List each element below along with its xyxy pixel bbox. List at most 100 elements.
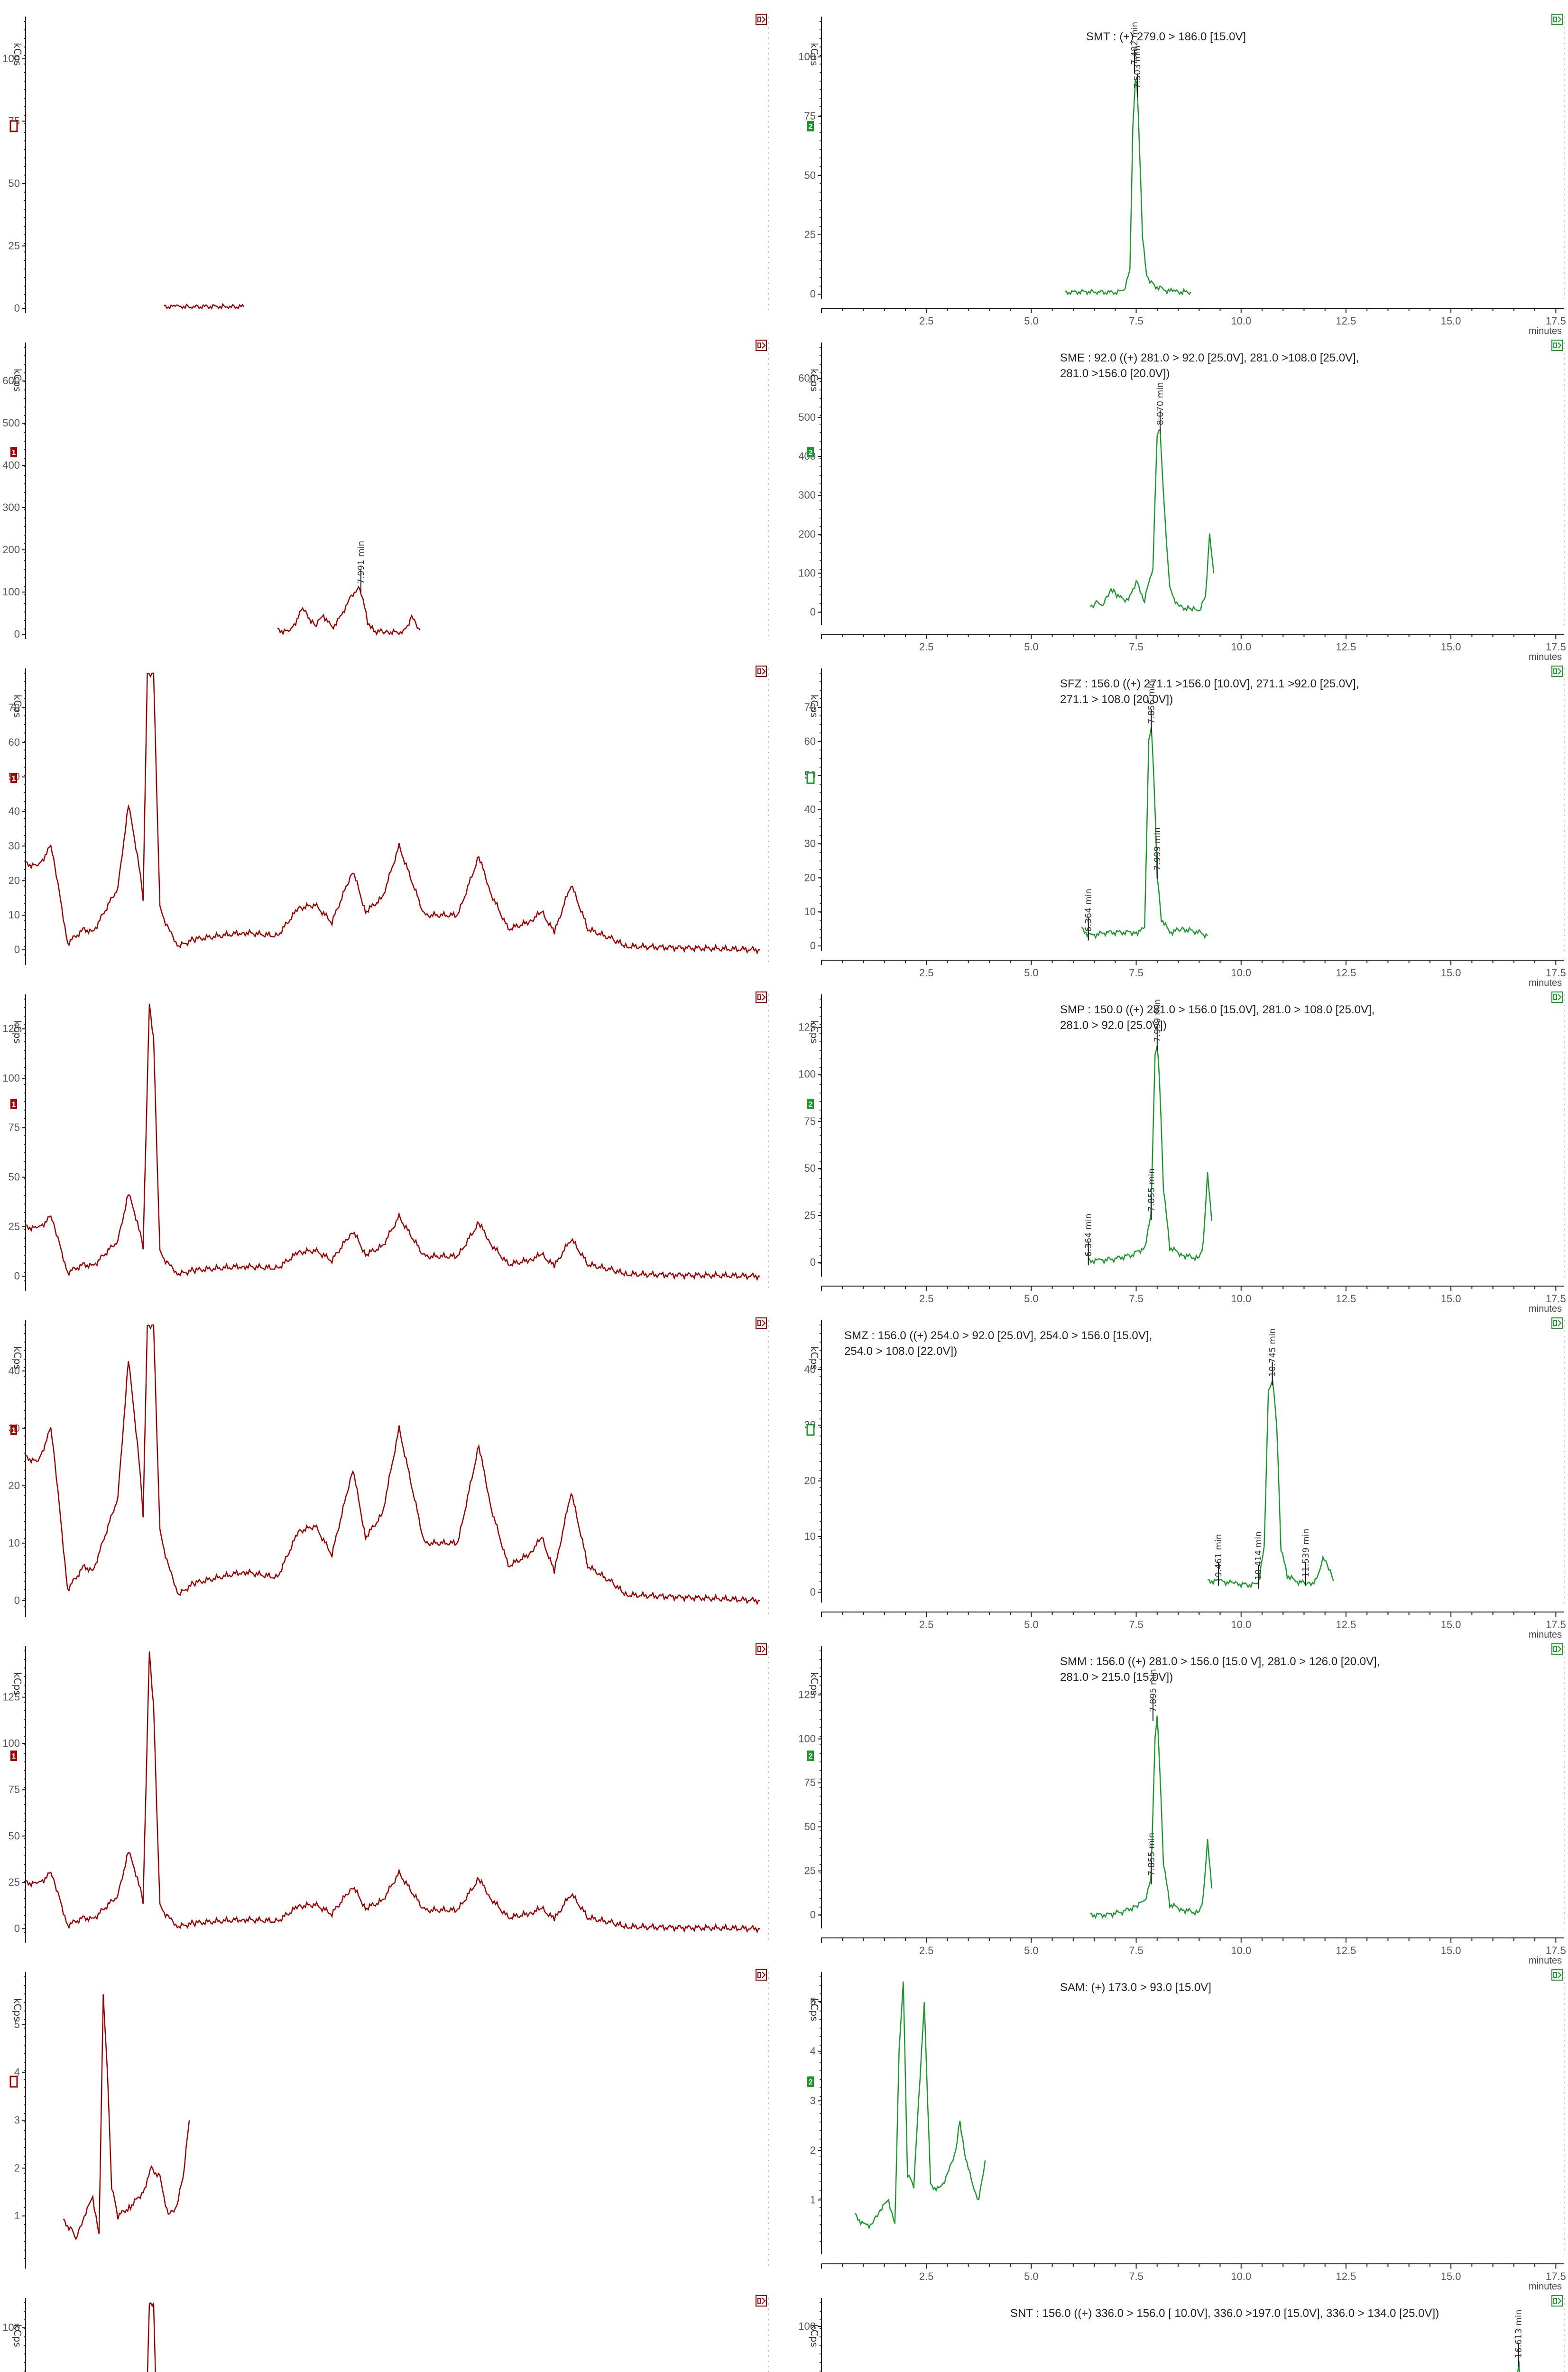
peak-label: 11.539 min	[1301, 1529, 1311, 1577]
trace-line	[277, 585, 421, 636]
y-tick-label: 0	[14, 1594, 20, 1606]
y-unit-label: kCps	[12, 1020, 23, 1044]
peak-label: 6.364 min	[1084, 889, 1094, 932]
x-unit-label: minutes	[1529, 978, 1562, 988]
trace-badge-icon[interactable]	[807, 121, 814, 131]
peak-label: 7.999 min	[1153, 827, 1162, 871]
peak-label: 7.999 min	[1153, 999, 1162, 1042]
trace-badge-icon[interactable]	[807, 2076, 814, 2087]
trace-badge-icon[interactable]	[10, 773, 17, 783]
trace-line	[147, 2302, 156, 2372]
transition-title-line2: 254.0 > 108.0 [22.0V])	[844, 1345, 957, 1358]
y-unit-label: kCps	[809, 1020, 820, 1044]
trace-badge-icon[interactable]	[10, 447, 17, 457]
y-tick-label: 70	[804, 701, 816, 713]
trace-badge-icon[interactable]	[9, 120, 18, 132]
y-unit-label: kCps	[809, 1346, 820, 1370]
y-tick-label: 40	[804, 804, 816, 815]
y-tick-label: 0	[810, 1909, 816, 1920]
svg-text:1: 1	[12, 1752, 16, 1760]
trace-line	[25, 672, 760, 955]
x-unit-label: minutes	[1529, 652, 1562, 662]
x-tick-label: 7.5	[1129, 315, 1144, 327]
trace-badge-icon[interactable]	[9, 2076, 18, 2088]
trace-badge-icon[interactable]	[807, 1751, 814, 1761]
trace-badge-icon[interactable]	[806, 772, 815, 784]
chromatogram-row3-left: 010203040506070kCps1	[0, 652, 783, 978]
x-tick-label: 5.0	[1024, 641, 1039, 653]
y-unit-label: kCps	[12, 43, 23, 66]
y-tick-label: 100	[798, 1733, 816, 1744]
svg-text:1: 1	[12, 449, 16, 457]
svg-text:2: 2	[809, 123, 813, 131]
x-tick-label: 15.0	[1441, 1945, 1461, 1956]
transition-title: SMM : 156.0 ((+) 281.0 > 156.0 [15.0 V],…	[1060, 1655, 1380, 1668]
y-tick-label: 100	[798, 1068, 816, 1080]
y-tick-label: 30	[804, 837, 816, 849]
x-tick-label: 2.5	[919, 641, 934, 653]
y-tick-label: 60	[804, 735, 816, 747]
y-tick-label: 500	[2, 417, 20, 429]
y-tick-label: 25	[804, 1865, 816, 1877]
x-tick-label: 10.0	[1231, 2270, 1251, 2282]
y-tick-label: 70	[9, 702, 20, 713]
y-tick-label: 0	[810, 1586, 816, 1598]
y-unit-label: kCps	[12, 2324, 23, 2347]
y-tick-label: 1	[810, 2194, 816, 2205]
y-unit-label: kCps	[809, 2324, 820, 2347]
x-tick-label: 2.5	[919, 1293, 934, 1305]
y-unit-label: kCps	[12, 369, 23, 392]
y-tick-label: 4	[14, 2066, 20, 2078]
trace-badge-icon[interactable]	[807, 1099, 814, 1109]
trace-badge-icon[interactable]	[806, 1424, 815, 1436]
x-tick-label: 5.0	[1024, 1293, 1039, 1305]
chromatogram-row6-left: 0 25 50 75 100 125 kCps 1	[0, 1630, 783, 1955]
y-tick-label: 2	[14, 2162, 20, 2174]
trace-line	[1207, 1380, 1334, 1589]
x-tick-label: 12.5	[1336, 641, 1356, 653]
x-tick-label: 12.5	[1336, 1945, 1356, 1956]
y-tick-label: 300	[798, 489, 816, 501]
x-tick-label: 7.5	[1129, 1293, 1144, 1305]
y-tick-label: 5	[14, 2019, 20, 2030]
x-tick-label: 12.5	[1336, 2270, 1356, 2282]
x-tick-label: 2.5	[919, 1619, 934, 1631]
y-tick-label: 50	[9, 1830, 20, 1842]
transition-title: SFZ : 156.0 ((+) 271.1 >156.0 [10.0V], 2…	[1060, 677, 1359, 690]
y-tick-label: 100	[2, 53, 20, 65]
y-tick-label: 50	[804, 1162, 816, 1174]
x-tick-label: 7.5	[1129, 1945, 1144, 1956]
peak-label: 7.855 min	[1146, 1168, 1156, 1212]
x-tick-label: 15.0	[1441, 2270, 1461, 2282]
x-tick-label: 15.0	[1441, 1619, 1461, 1631]
chromatogram-row5-right: 010203040kCps2.55.07.510.012.515.017.5mi…	[804, 1304, 1568, 1640]
trace-line	[164, 303, 245, 310]
y-unit-label: kCps	[809, 695, 820, 718]
x-tick-label: 17.5	[1546, 967, 1566, 979]
transition-title: SNT : 156.0 ((+) 336.0 > 156.0 [ 10.0V],…	[1010, 2307, 1439, 2320]
y-tick-label: 0	[14, 628, 20, 640]
peak-label: 10.414 min	[1254, 1531, 1264, 1580]
y-tick-label: 0	[14, 1922, 20, 1934]
trace-badge-icon[interactable]	[10, 1425, 17, 1435]
y-tick-label: 60	[9, 736, 20, 748]
y-tick-label: 50	[804, 169, 816, 181]
chromatogram-row4-left: 0 25 50 75 100 125 kCps 1	[0, 978, 783, 1304]
x-tick-label: 2.5	[919, 1945, 934, 1956]
x-tick-label: 17.5	[1546, 1619, 1566, 1631]
y-tick-label: 50	[9, 1171, 20, 1183]
y-tick-label: 25	[9, 1876, 20, 1888]
trace-badge-icon[interactable]	[10, 1751, 17, 1761]
trace-badge-icon[interactable]	[10, 1099, 17, 1109]
y-unit-label: kCps	[12, 695, 23, 718]
y-tick-label: 40	[9, 1365, 20, 1377]
y-tick-label: 0	[14, 1270, 20, 1282]
trace-line	[1065, 79, 1191, 296]
svg-text:1: 1	[12, 775, 16, 783]
y-tick-label: 75	[9, 1784, 20, 1796]
trace-badge-icon[interactable]	[807, 447, 814, 457]
y-tick-label: 30	[9, 840, 20, 852]
peak-label: 9.461 min	[1214, 1534, 1224, 1577]
